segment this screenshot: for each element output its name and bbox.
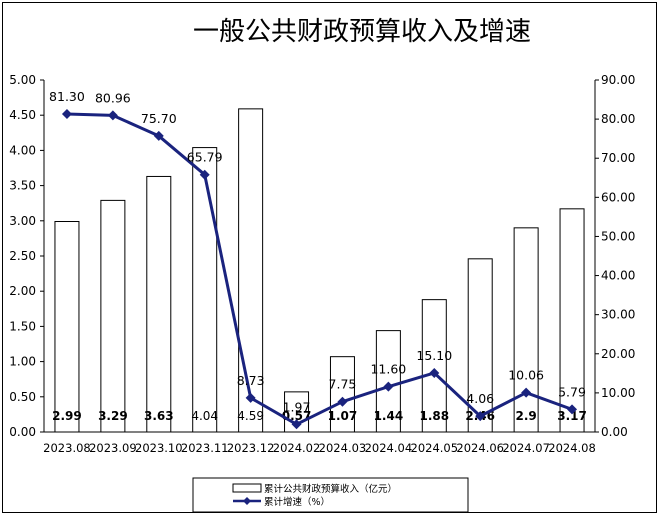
left-tick-label: 0.00 [9, 425, 36, 439]
x-tick-label: 2024.07 [502, 441, 550, 455]
growth-line-series [61, 109, 578, 430]
right-tick-label: 20.00 [601, 347, 635, 361]
bar-labels: 2.993.293.634.044.590.571.071.441.882.46… [52, 409, 587, 423]
growth-point-marker [153, 130, 164, 141]
revenue-bar [467, 258, 493, 433]
legend-bar-swatch [232, 483, 262, 493]
chart-title: 一般公共财政预算收入及增速 [193, 17, 531, 47]
x-tick-label: 2023.08 [43, 441, 91, 455]
growth-data-label: 65.79 [187, 150, 223, 165]
revenue-bar [100, 199, 126, 433]
growth-point-marker [107, 110, 118, 121]
left-tick-label: 2.50 [9, 249, 36, 263]
x-tick-label: 2024.05 [411, 441, 459, 455]
legend-diamond-marker [243, 497, 251, 505]
growth-data-label: 80.96 [95, 90, 131, 105]
right-tick-label: 0.00 [601, 425, 628, 439]
legend-bar-label: 累计公共财政预算收入（亿元） [264, 483, 397, 495]
revenue-bar [421, 299, 447, 433]
x-tick-label: 2023.12 [227, 441, 275, 455]
right-tick-label: 60.00 [601, 190, 635, 204]
revenue-bar [238, 108, 264, 433]
left-tick-label: 2.00 [9, 284, 36, 298]
growth-point-marker [245, 392, 256, 403]
growth-point-marker [337, 396, 348, 407]
revenue-bar [146, 175, 172, 433]
revenue-bar-label: 4.59 [237, 409, 264, 423]
growth-line [66, 112, 573, 426]
x-tick-label: 2023.09 [89, 441, 137, 455]
right-tick-label: 80.00 [601, 112, 635, 126]
growth-data-label: 15.10 [416, 348, 452, 363]
growth-data-label: 5.79 [558, 384, 586, 399]
growth-line-labels: 81.30 80.96 75.70 65.79 8.73 1.97 7.75 11.60 15.… [49, 89, 586, 414]
right-tick-label: 50.00 [601, 229, 635, 243]
right-tick-label: 40.00 [601, 269, 635, 283]
revenue-bar [192, 147, 218, 433]
left-tick-label: 4.50 [9, 108, 36, 122]
left-tick-label: 5.00 [9, 73, 36, 87]
revenue-bar-label: 1.07 [328, 409, 358, 423]
revenue-bar-label: 1.88 [419, 409, 449, 423]
right-tick-label: 30.00 [601, 308, 635, 322]
revenue-bar-label: 3.17 [557, 409, 587, 423]
axes: 0.00 0.50 1.00 1.50 2.00 2.50 3.00 3.50 4.00 4.50… [9, 73, 635, 455]
revenue-bar-label: 3.29 [98, 409, 128, 423]
x-tick-label: 2024.03 [319, 441, 367, 455]
bars [54, 108, 585, 433]
growth-point-marker [521, 387, 532, 398]
revenue-bar-label: 4.04 [191, 409, 218, 423]
right-tick-label: 10.00 [601, 386, 635, 400]
growth-point-marker [429, 367, 440, 378]
x-tick-label: 2023.11 [181, 441, 229, 455]
growth-data-label: 10.06 [508, 368, 544, 383]
growth-data-label: 1.97 [283, 399, 311, 414]
growth-data-label: 4.06 [466, 391, 494, 406]
right-tick-label: 90.00 [601, 73, 635, 87]
x-tick-label: 2023.10 [135, 441, 183, 455]
growth-point-marker [567, 404, 578, 415]
revenue-bar [513, 227, 539, 433]
growth-data-label: 75.70 [141, 111, 177, 126]
left-tick-label: 3.00 [9, 214, 36, 228]
growth-data-label: 81.30 [49, 89, 85, 104]
left-tick-label: 0.50 [9, 390, 36, 404]
revenue-bar [375, 330, 401, 433]
growth-point-marker [61, 109, 72, 120]
revenue-bar-label: 3.63 [144, 409, 174, 423]
revenue-bar [329, 356, 355, 433]
growth-point-marker [383, 381, 394, 392]
left-tick-label: 1.50 [9, 319, 36, 333]
growth-point-marker [291, 419, 302, 430]
revenue-bar-label: 2.9 [515, 409, 536, 423]
x-tick-label: 2024.02 [273, 441, 321, 455]
growth-point-marker [199, 169, 210, 180]
x-tick-label: 2024.04 [365, 441, 413, 455]
growth-data-label: 7.75 [329, 377, 357, 392]
revenue-bar-label: 1.44 [374, 409, 404, 423]
growth-data-label: 11.60 [370, 362, 406, 377]
revenue-bar [54, 221, 80, 433]
left-tick-label: 1.00 [9, 355, 36, 369]
x-tick-label: 2024.08 [548, 441, 596, 455]
growth-point-marker [475, 411, 486, 422]
revenue-bar [559, 208, 585, 433]
right-tick-label: 70.00 [601, 151, 635, 165]
legend: 累计公共财政预算收入（亿元） 累计增速（%） [192, 477, 469, 513]
legend-line-label: 累计增速（%） [264, 496, 330, 508]
left-tick-label: 3.50 [9, 179, 36, 193]
left-tick-label: 4.00 [9, 143, 36, 157]
x-tick-label: 2024.06 [456, 441, 504, 455]
revenue-bar-label: 2.99 [52, 409, 82, 423]
growth-data-label: 8.73 [237, 373, 265, 388]
